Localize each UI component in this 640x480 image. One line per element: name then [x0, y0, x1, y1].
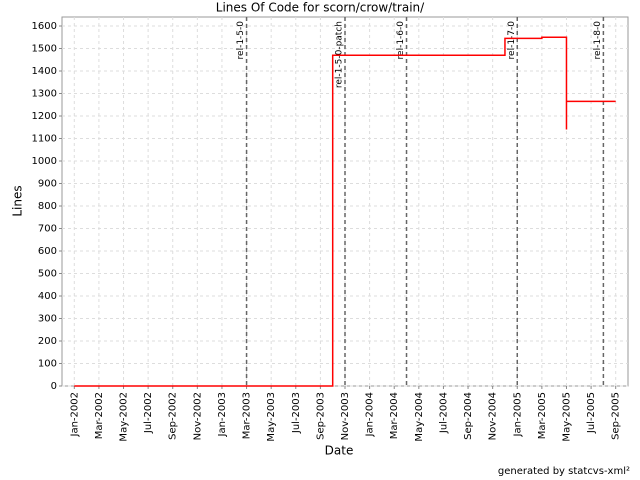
- y-tick-label: 1100: [32, 134, 57, 145]
- y-tick-label: 1400: [32, 66, 57, 77]
- x-tick-label: Jul-2004: [438, 392, 449, 434]
- y-tick-label: 1300: [32, 89, 57, 100]
- y-tick-label: 300: [38, 314, 57, 325]
- data-line: [74, 36, 616, 387]
- y-tick-label: 900: [38, 179, 57, 190]
- x-tick-label: Jul-2005: [586, 392, 597, 434]
- y-tick-label: 1200: [32, 111, 57, 122]
- x-tick-label: Jan-2003: [217, 392, 228, 437]
- x-tick-label: Sep-2005: [611, 392, 622, 440]
- y-tick-label: 1500: [32, 44, 57, 55]
- x-tick-label: May-2003: [266, 392, 277, 442]
- y-tick-label: 0: [51, 381, 57, 392]
- x-tick-label: May-2004: [414, 392, 425, 442]
- x-tick-label: May-2005: [561, 392, 572, 442]
- x-tick-label: Jul-2003: [291, 392, 302, 434]
- x-axis-label: Date: [325, 444, 354, 458]
- chart-title: Lines Of Code for scorn/crow/train/: [216, 1, 425, 15]
- x-tick-label: May-2002: [119, 392, 130, 442]
- y-tick-label: 1000: [32, 156, 57, 167]
- x-tick-label: Mar-2004: [389, 392, 400, 439]
- y-tick-label: 100: [38, 359, 57, 370]
- release-label: rel-1-6-0: [396, 21, 406, 60]
- x-tick-label: Mar-2005: [537, 392, 548, 439]
- release-label: rel-1-5-0: [236, 21, 246, 60]
- y-tick-label: 200: [38, 336, 57, 347]
- x-tick-label: Sep-2004: [463, 392, 474, 440]
- x-tick-label: Sep-2002: [168, 392, 179, 440]
- y-axis-label: Lines: [11, 185, 25, 216]
- y-tick-label: 700: [38, 224, 57, 235]
- x-tick-label: Sep-2003: [315, 392, 326, 440]
- x-tick-label: Nov-2002: [192, 392, 203, 440]
- x-tick-label: Nov-2003: [340, 392, 351, 440]
- x-tick-label: Jan-2005: [512, 392, 523, 437]
- footer: generated by statcvs-xml²: [498, 466, 630, 477]
- x-tick-label: Mar-2002: [94, 392, 105, 439]
- release-label: rel-1-8-0: [593, 21, 603, 60]
- x-tick-label: Jan-2004: [365, 392, 376, 437]
- y-tick-label: 1600: [32, 21, 57, 32]
- y-tick-label: 600: [38, 246, 57, 257]
- x-tick-label: Mar-2003: [242, 392, 253, 439]
- x-tick-label: Jul-2002: [143, 392, 154, 434]
- x-tick-label: Jan-2002: [69, 392, 80, 437]
- release-label: rel-1-7-0: [507, 21, 517, 60]
- y-tick-label: 400: [38, 291, 57, 302]
- y-tick-label: 500: [38, 269, 57, 280]
- x-tick-label: Nov-2004: [488, 392, 499, 440]
- y-tick-label: 800: [38, 201, 57, 212]
